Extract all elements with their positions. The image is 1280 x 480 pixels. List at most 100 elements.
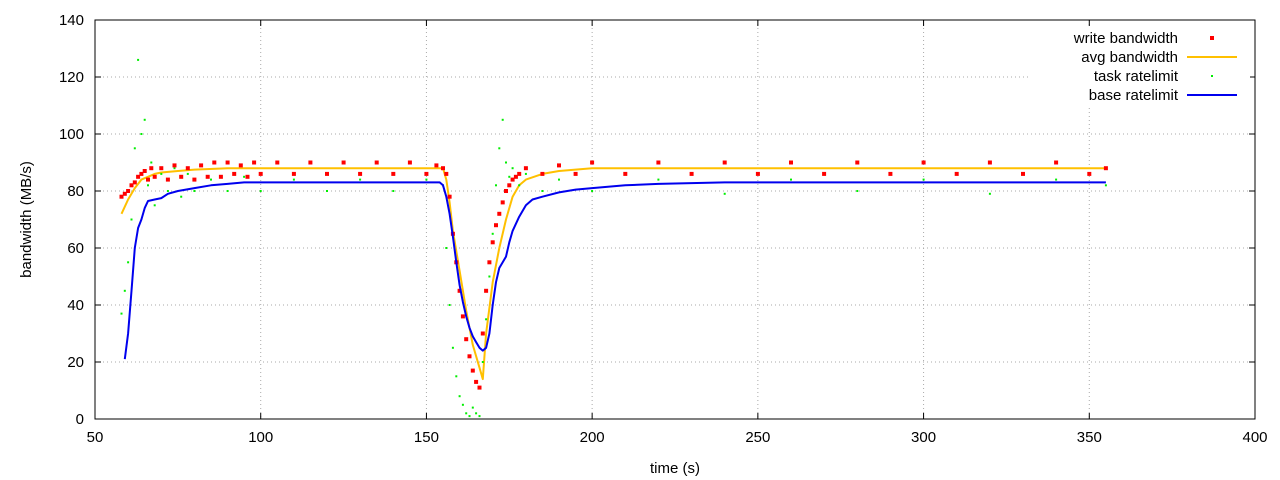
write-bandwidth-point — [523, 166, 528, 171]
write-bandwidth-point — [291, 171, 296, 176]
task-ratelimit-point — [922, 178, 925, 181]
task-ratelimit-series — [120, 58, 1107, 418]
write-bandwidth-point — [689, 171, 694, 176]
write-bandwidth-point — [225, 160, 230, 165]
task-ratelimit-point — [143, 118, 146, 121]
write-bandwidth-point — [457, 288, 462, 293]
x-axis-label: time (s) — [650, 460, 700, 477]
task-ratelimit-point — [498, 147, 501, 150]
write-bandwidth-point — [146, 177, 150, 182]
task-ratelimit-point — [541, 190, 544, 192]
write-bandwidth-point — [513, 174, 518, 179]
write-bandwidth-point — [573, 171, 578, 176]
write-bandwidth-point — [722, 160, 727, 165]
task-ratelimit-point — [153, 204, 156, 207]
task-ratelimit-point — [130, 218, 133, 221]
x-tick-label: 250 — [745, 429, 770, 446]
write-bandwidth-point — [477, 385, 482, 390]
task-ratelimit-point — [518, 184, 521, 187]
write-bandwidth-point — [789, 160, 793, 165]
x-tick-label: 50 — [87, 429, 104, 446]
write-bandwidth-point — [510, 177, 515, 182]
x-tick-label: 350 — [1077, 429, 1102, 446]
y-tick-label: 120 — [59, 69, 84, 86]
write-bandwidth-point — [504, 189, 508, 193]
write-bandwidth-point — [1087, 171, 1092, 176]
write-bandwidth-point — [142, 169, 147, 173]
legend-swatch-write-bandwidth — [1210, 36, 1214, 40]
write-bandwidth-point — [888, 171, 893, 176]
avg-bandwidth-line — [120, 167, 1106, 381]
task-ratelimit-point — [445, 247, 448, 249]
task-ratelimit-point — [180, 195, 183, 198]
write-bandwidth-point — [424, 171, 429, 176]
write-bandwidth-point — [540, 171, 545, 176]
task-ratelimit-point — [127, 261, 130, 264]
task-ratelimit-point — [451, 346, 454, 349]
write-bandwidth-point — [1103, 166, 1108, 171]
task-ratelimit-point — [468, 415, 471, 418]
task-ratelimit-point — [495, 184, 497, 187]
write-bandwidth-point — [199, 163, 204, 168]
write-bandwidth-point — [129, 183, 134, 188]
x-tick-label: 150 — [414, 429, 439, 446]
plot-frame — [94, 19, 1256, 420]
write-bandwidth-point — [987, 160, 992, 165]
write-bandwidth-point — [341, 160, 346, 165]
task-ratelimit-point — [475, 412, 478, 415]
write-bandwidth-point — [921, 160, 926, 165]
write-bandwidth-point — [623, 171, 628, 176]
task-ratelimit-point — [147, 184, 149, 187]
task-ratelimit-point — [461, 403, 464, 406]
write-bandwidth-point — [172, 163, 177, 168]
x-tick-label: 300 — [911, 429, 936, 446]
write-bandwidth-point — [165, 177, 170, 182]
tick-layer: 50 100 150 200 250 300 350 400 0 20 40 60 80 100 120 14… — [59, 12, 1268, 446]
task-ratelimit-point — [173, 167, 176, 170]
base-ratelimit-line — [123, 181, 1106, 360]
task-ratelimit-point — [123, 289, 126, 292]
write-bandwidth-point — [1021, 171, 1025, 176]
write-bandwidth-point — [258, 171, 263, 176]
write-bandwidth-point — [490, 240, 495, 245]
legend-label-base-ratelimit: base ratelimit — [1089, 87, 1179, 104]
write-bandwidth-point — [474, 379, 479, 384]
write-bandwidth-point — [192, 177, 197, 182]
write-bandwidth-point — [487, 260, 492, 265]
task-ratelimit-point — [478, 415, 481, 418]
write-bandwidth-point — [480, 331, 485, 336]
write-bandwidth-point — [232, 171, 237, 176]
y-axis-label: bandwidth (MB/s) — [18, 161, 35, 278]
y-tick-label: 140 — [59, 12, 84, 29]
task-ratelimit-point — [359, 178, 362, 181]
task-ratelimit-point — [485, 318, 488, 321]
write-bandwidth-point — [139, 171, 144, 176]
write-bandwidth-point — [557, 163, 561, 168]
avg-bandwidth-series — [120, 167, 1106, 381]
write-bandwidth-point — [185, 166, 190, 171]
write-bandwidth-point — [444, 171, 449, 176]
task-ratelimit-point — [160, 172, 163, 175]
write-bandwidth-point — [500, 200, 505, 205]
write-bandwidth-point — [152, 174, 157, 179]
write-bandwidth-point — [205, 174, 210, 179]
task-ratelimit-point — [455, 375, 458, 378]
task-ratelimit-point — [505, 161, 507, 164]
legend-label-avg-bandwidth: avg bandwidth — [1081, 49, 1178, 66]
write-bandwidth-point — [447, 194, 452, 199]
write-bandwidth-point — [470, 368, 475, 373]
write-bandwidth-point — [497, 211, 502, 216]
write-bandwidth-point — [159, 166, 164, 171]
task-ratelimit-point — [448, 304, 451, 306]
write-bandwidth-point — [122, 191, 127, 196]
x-tick-label: 100 — [248, 429, 273, 446]
y-tick-label: 80 — [67, 183, 84, 200]
task-ratelimit-point — [511, 167, 514, 170]
legend: write bandwidth avg bandwidth task ratelim… — [1030, 26, 1250, 106]
write-bandwidth-point — [954, 171, 959, 176]
task-ratelimit-point — [723, 192, 726, 195]
write-bandwidth-point — [325, 171, 329, 176]
task-ratelimit-point — [1055, 178, 1058, 181]
task-ratelimit-point — [120, 312, 123, 315]
task-ratelimit-point — [501, 118, 504, 121]
